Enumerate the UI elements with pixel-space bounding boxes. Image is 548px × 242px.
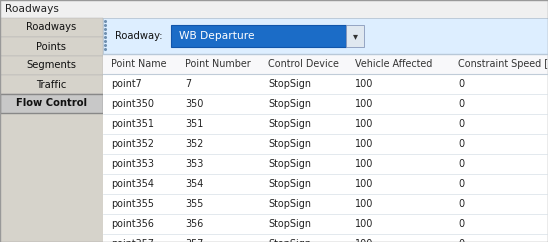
Text: point351: point351 [111,119,154,129]
Text: 100: 100 [355,239,373,242]
Text: StopSign: StopSign [268,119,311,129]
Text: 0: 0 [458,219,464,229]
Bar [103,114,548,134]
Text: Traffic: Traffic [36,80,66,90]
Bar [103,18,548,242]
Text: 0: 0 [458,99,464,109]
Text: Constraint Speed [mph]: Constraint Speed [mph] [458,59,548,69]
Text: point353: point353 [111,159,154,169]
Bar [0,18,103,37]
Text: StopSign: StopSign [268,179,311,189]
Text: Roadway:: Roadway: [115,31,163,41]
Text: Vehicle Affected: Vehicle Affected [355,59,432,69]
Text: 100: 100 [355,99,373,109]
Text: Roadways: Roadways [5,4,59,14]
Text: 353: 353 [185,159,203,169]
Text: StopSign: StopSign [268,99,311,109]
Text: 0: 0 [458,139,464,149]
Bar [0,94,103,113]
Bar [0,37,103,56]
Text: Points: Points [36,41,66,52]
Text: 351: 351 [185,119,203,129]
Text: WB Departure: WB Departure [179,31,255,41]
Text: 7: 7 [185,79,191,89]
Text: StopSign: StopSign [268,139,311,149]
Bar [0,0,548,18]
Bar [103,194,548,214]
Text: Flow Control: Flow Control [15,98,87,108]
Text: ▾: ▾ [352,31,357,41]
Text: StopSign: StopSign [268,79,311,89]
Text: 0: 0 [458,159,464,169]
Text: point354: point354 [111,179,154,189]
Text: 357: 357 [185,239,203,242]
Text: 100: 100 [355,119,373,129]
Bar [103,154,548,174]
Text: StopSign: StopSign [268,199,311,209]
Text: 0: 0 [458,79,464,89]
Text: StopSign: StopSign [268,219,311,229]
Text: 355: 355 [185,199,203,209]
Text: 100: 100 [355,199,373,209]
Bar [0,56,103,75]
Bar [103,214,548,234]
Text: 0: 0 [458,179,464,189]
Text: 100: 100 [355,79,373,89]
Text: point355: point355 [111,199,154,209]
Text: 0: 0 [458,199,464,209]
Bar [346,25,364,47]
Text: point357: point357 [111,239,154,242]
Text: 100: 100 [355,219,373,229]
Text: Point Name: Point Name [111,59,167,69]
Text: Roadways: Roadways [26,23,76,32]
Text: Control Device: Control Device [268,59,339,69]
Bar [103,18,548,54]
Bar [103,234,548,242]
Text: point7: point7 [111,79,142,89]
Bar [103,94,548,114]
Text: point356: point356 [111,219,154,229]
Bar [103,54,548,74]
Bar [0,18,103,242]
Bar [103,174,548,194]
Text: point352: point352 [111,139,154,149]
Text: Point Number: Point Number [185,59,251,69]
Bar [103,74,548,94]
Bar [0,75,103,94]
Text: point350: point350 [111,99,154,109]
Text: 354: 354 [185,179,203,189]
Text: 352: 352 [185,139,203,149]
Text: 100: 100 [355,139,373,149]
Bar [103,134,548,154]
Text: StopSign: StopSign [268,239,311,242]
Text: Segments: Segments [26,60,76,70]
Text: StopSign: StopSign [268,159,311,169]
Bar [171,25,346,47]
Text: 350: 350 [185,99,203,109]
Text: 100: 100 [355,179,373,189]
Text: 356: 356 [185,219,203,229]
Text: 100: 100 [355,159,373,169]
Text: 0: 0 [458,239,464,242]
Text: 0: 0 [458,119,464,129]
